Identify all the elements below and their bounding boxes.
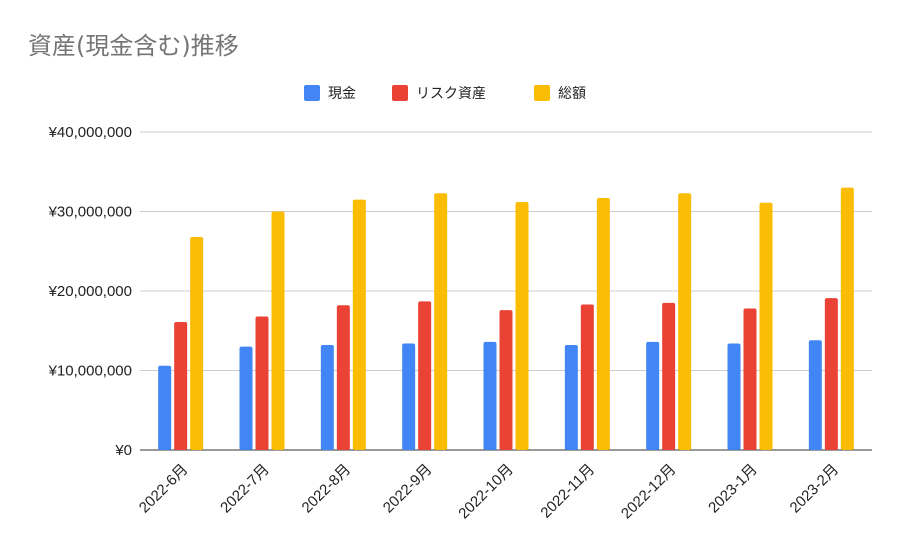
bar-リスク資産-2022-12月 [662,302,676,450]
x-tick-label: 2022-10月 [455,461,517,523]
x-axis: 2022-6月 2022-7月 2022-8月 2022-9月 2022-10月 2022… [136,461,842,523]
bar-現金-2022-6月 [158,365,172,450]
legend-label: リスク資産 [416,86,486,102]
bar-リスク資産-2022-11月 [580,304,594,450]
bar-総額-2023-1月 [759,202,773,450]
legend-label: 現金 [328,86,356,102]
x-tick-label: 2022-12月 [618,461,680,523]
bar-リスク資産-2022-8月 [336,305,350,450]
y-tick-label: ¥40,000,000 [48,124,132,141]
x-tick-label: 2023-2月 [786,461,842,517]
bar-リスク資産-2022-6月 [174,322,188,450]
bar-現金-2023-1月 [727,343,741,450]
bar-総額-2022-11月 [596,197,610,450]
bar-現金-2022-8月 [320,345,334,450]
bar-リスク資産-2022-7月 [255,316,269,450]
bar-リスク資産-2022-10月 [499,310,513,450]
legend: 現金 リスク資産 総額 [304,85,586,102]
bar-リスク資産-2023-1月 [743,308,757,450]
y-axis: ¥0 ¥10,000,000 ¥20,000,000 ¥30,000,000 ¥40,0… [48,124,132,459]
bar-総額-2022-6月 [190,236,204,450]
bar-総額-2022-7月 [271,211,285,450]
legend-label: 総額 [558,86,586,102]
x-tick-label: 2022-7月 [217,461,273,517]
bar-現金-2022-12月 [646,341,660,450]
x-tick-label: 2022-8月 [298,461,354,517]
bar-リスク資産-2022-9月 [418,301,432,450]
bar-総額-2023-2月 [840,187,854,450]
x-tick-label: 2022-9月 [380,461,436,517]
bar-現金-2022-11月 [564,345,578,450]
bar-総額-2022-9月 [434,193,448,450]
y-tick-label: ¥10,000,000 [48,363,132,380]
x-tick-label: 2023-1月 [705,461,761,517]
x-tick-label: 2022-11月 [537,461,598,522]
x-tick-label: 2022-6月 [136,461,192,517]
bar-総額-2022-10月 [515,201,529,450]
bar-総額-2022-12月 [678,193,692,450]
legend-swatch-現金 [304,85,320,101]
bar-現金-2022-9月 [402,343,416,450]
bar-現金-2023-2月 [808,340,822,450]
y-tick-label: ¥30,000,000 [48,204,132,221]
legend-swatch-総額 [534,85,550,101]
y-tick-label: ¥20,000,000 [48,283,132,300]
bar-総額-2022-8月 [352,199,366,450]
y-tick-label: ¥0 [114,442,132,459]
legend-swatch-リスク資産 [392,85,408,101]
bars [158,187,854,450]
bar-現金-2022-10月 [483,341,497,450]
chart-title: 資産(現金含む)推移 [28,32,239,60]
bar-リスク資産-2023-2月 [824,298,838,450]
bar-現金-2022-7月 [239,346,253,450]
